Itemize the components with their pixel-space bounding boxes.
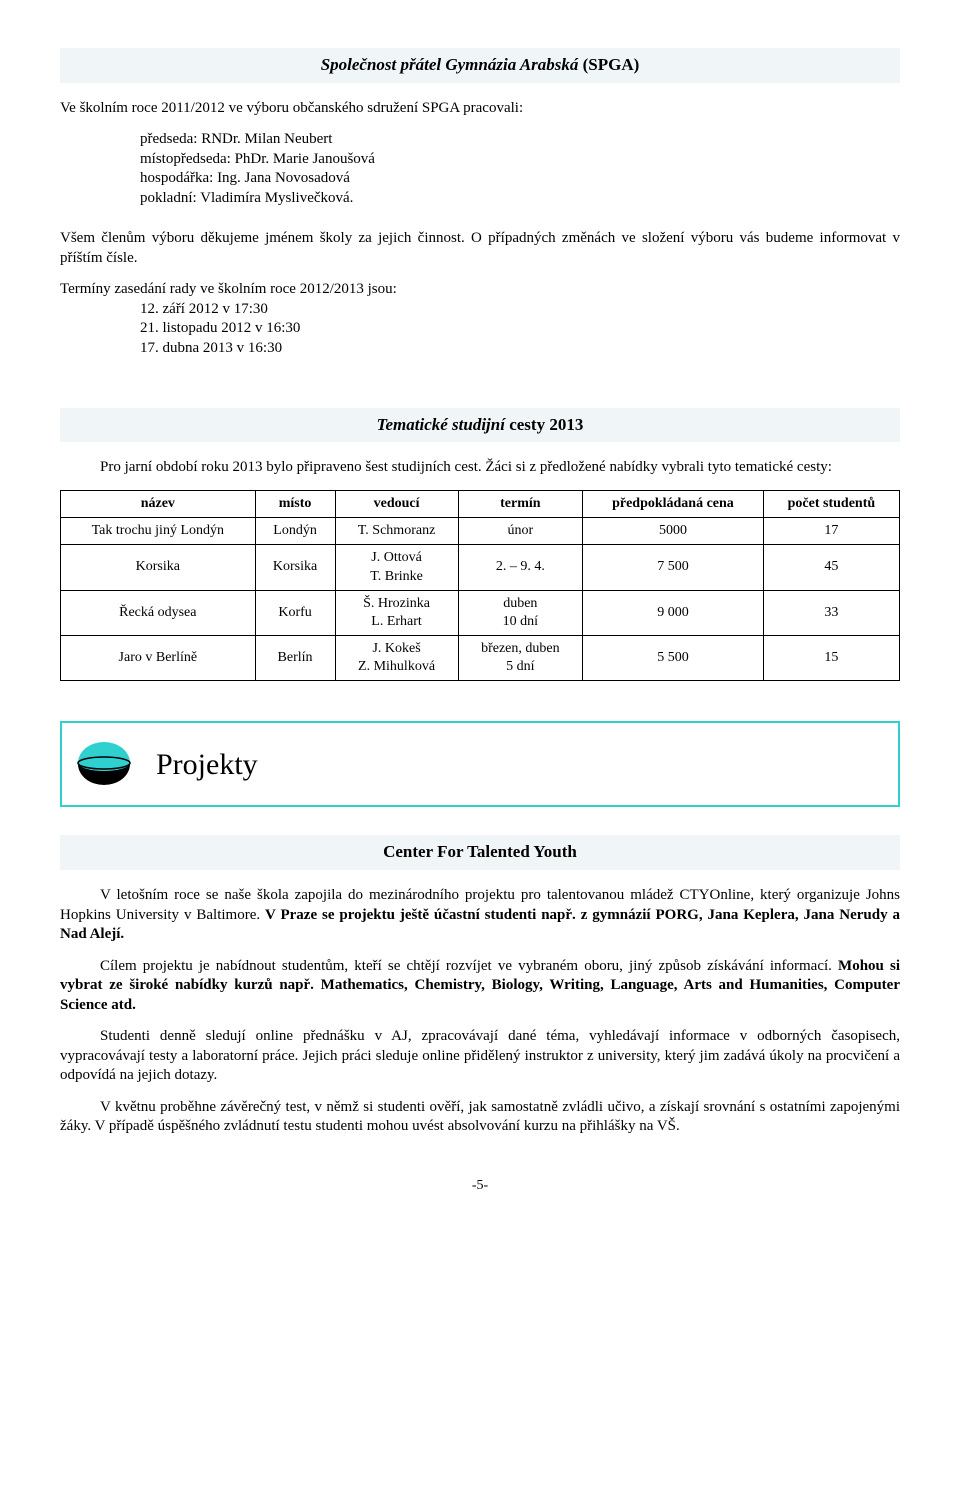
cell-misto: Korfu (255, 590, 335, 635)
table-row: Jaro v BerlíněBerlínJ. Kokeš Z. Mihulkov… (61, 636, 900, 681)
meeting-date-3: 17. dubna 2013 v 16:30 (140, 339, 900, 359)
cty-title-bar: Center For Talented Youth (60, 835, 900, 870)
cty-p3: Studenti denně sledují online přednášku … (60, 1027, 900, 1086)
cell-vedouci: Š. Hrozinka L. Erhart (335, 590, 458, 635)
role-hospodarka: hospodářka: Ing. Jana Novosadová (140, 169, 900, 189)
cty-p2a: Cílem projektu je nabídnout studentům, k… (100, 958, 838, 974)
th-termin: termín (458, 490, 582, 517)
th-cena: předpokládaná cena (583, 490, 764, 517)
table-row: Tak trochu jiný LondýnLondýnT. Schmoranz… (61, 518, 900, 545)
spga-title-italic: Společnost přátel Gymnázia Arabská (321, 55, 579, 74)
role-pokladni: pokladní: Vladimíra Myslivečková. (140, 189, 900, 209)
cell-cena: 5 500 (583, 636, 764, 681)
trips-title-bar: Tematické studijní cesty 2013 (60, 408, 900, 443)
cell-nazev: Řecká odysea (61, 590, 256, 635)
cell-nazev: Korsika (61, 545, 256, 590)
projekty-box: Projekty (60, 721, 900, 807)
cell-termin: 2. – 9. 4. (458, 545, 582, 590)
cell-termin: březen, duben 5 dní (458, 636, 582, 681)
cell-pocet: 15 (763, 636, 899, 681)
cell-pocet: 17 (763, 518, 899, 545)
cell-misto: Berlín (255, 636, 335, 681)
cty-title: Center For Talented Youth (383, 842, 577, 861)
cell-misto: Londýn (255, 518, 335, 545)
spga-title-bar: Společnost přátel Gymnázia Arabská (SPGA… (60, 48, 900, 83)
th-vedouci: vedoucí (335, 490, 458, 517)
cell-cena: 7 500 (583, 545, 764, 590)
cty-body: V letošním roce se naše škola zapojila d… (60, 886, 900, 1137)
cell-termin: únor (458, 518, 582, 545)
cell-cena: 5000 (583, 518, 764, 545)
cty-p4: V květnu proběhne závěrečný test, v němž… (60, 1098, 900, 1137)
th-pocet: počet studentů (763, 490, 899, 517)
cell-cena: 9 000 (583, 590, 764, 635)
spga-roles: předseda: RNDr. Milan Neubert místopředs… (60, 130, 900, 208)
cell-nazev: Jaro v Berlíně (61, 636, 256, 681)
cell-vedouci: T. Schmoranz (335, 518, 458, 545)
meeting-dates: 12. září 2012 v 17:30 21. listopadu 2012… (60, 300, 900, 359)
meetings-intro: Termíny zasedání rady ve školním roce 20… (60, 280, 900, 300)
th-misto: místo (255, 490, 335, 517)
spga-thanks: Všem členům výboru děkujeme jménem školy… (60, 229, 900, 268)
meeting-date-1: 12. září 2012 v 17:30 (140, 300, 900, 320)
role-mistopredseda: místopředseda: PhDr. Marie Janoušová (140, 150, 900, 170)
cty-p1: V letošním roce se naše škola zapojila d… (60, 886, 900, 945)
trips-table: název místo vedoucí termín předpokládaná… (60, 490, 900, 682)
cell-vedouci: J. Ottová T. Brinke (335, 545, 458, 590)
cell-vedouci: J. Kokeš Z. Mihulková (335, 636, 458, 681)
spga-intro: Ve školním roce 2011/2012 ve výboru obča… (60, 99, 900, 119)
meeting-date-2: 21. listopadu 2012 v 16:30 (140, 319, 900, 339)
trips-title-tail: cesty 2013 (509, 415, 583, 434)
spga-title-tail: (SPGA) (583, 55, 640, 74)
cty-p2: Cílem projektu je nabídnout studentům, k… (60, 957, 900, 1016)
page-number: -5- (60, 1177, 900, 1195)
th-nazev: název (61, 490, 256, 517)
role-predseda: předseda: RNDr. Milan Neubert (140, 130, 900, 150)
cell-termin: duben 10 dní (458, 590, 582, 635)
cell-pocet: 33 (763, 590, 899, 635)
table-row: Řecká odyseaKorfuŠ. Hrozinka L. Erhartdu… (61, 590, 900, 635)
globe-icon (76, 741, 132, 787)
cell-misto: Korsika (255, 545, 335, 590)
table-row: KorsikaKorsikaJ. Ottová T. Brinke2. – 9.… (61, 545, 900, 590)
trips-intro: Pro jarní období roku 2013 bylo připrave… (60, 458, 900, 478)
trips-title-italic: Tematické studijní (377, 415, 505, 434)
cell-nazev: Tak trochu jiný Londýn (61, 518, 256, 545)
table-header-row: název místo vedoucí termín předpokládaná… (61, 490, 900, 517)
cell-pocet: 45 (763, 545, 899, 590)
projekty-label: Projekty (156, 745, 258, 784)
